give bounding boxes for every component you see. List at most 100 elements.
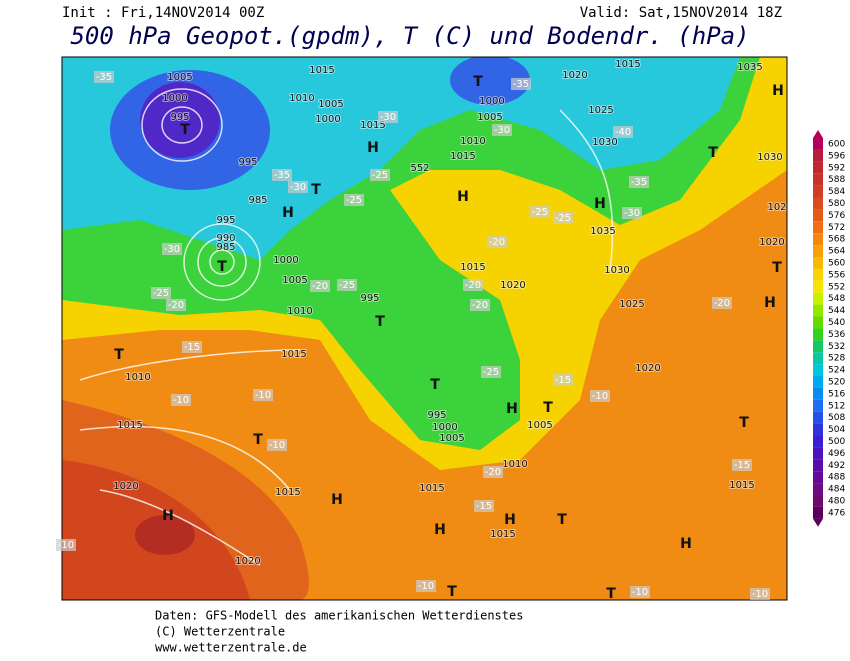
isobar-label: 1015 — [275, 487, 300, 498]
colorbar-swatch — [813, 245, 823, 257]
init-time: Init : Fri,14NOV2014 00Z — [62, 5, 264, 21]
colorbar-label: 480 — [828, 496, 845, 506]
colorbar-swatch — [813, 292, 823, 305]
temperature-label: -20 — [472, 300, 488, 311]
isobar-label: 1030 — [592, 137, 617, 148]
temperature-label: -10 — [632, 587, 648, 598]
isobar-label: 1020 — [759, 237, 784, 248]
isobar-label: 1000 — [273, 255, 298, 266]
colorbar-swatch — [813, 340, 823, 353]
isobar-label: 1000 — [432, 422, 457, 433]
pressure-center: T — [114, 347, 124, 363]
colorbar-label: 564 — [828, 247, 845, 257]
temperature-label: -30 — [624, 208, 640, 219]
temp-label-box — [370, 169, 390, 181]
colorbar-swatch — [813, 197, 823, 210]
isobar-label: 1015 — [460, 262, 485, 273]
colorbar-swatch — [813, 447, 823, 460]
temp-label-box — [162, 243, 182, 255]
isobar-label: 1010 — [125, 372, 150, 383]
temperature-label: -20 — [465, 280, 481, 291]
isobar-label: 1020 — [235, 556, 260, 567]
temperature-label: -20 — [168, 300, 184, 311]
temperature-label: -25 — [372, 170, 388, 181]
pressure-center: H — [764, 295, 776, 311]
temp-label-box — [712, 297, 732, 309]
temp-label-box — [483, 466, 503, 478]
colorbar-label: 504 — [828, 425, 845, 435]
temperature-label: -35 — [513, 79, 529, 90]
pressure-center: T — [217, 259, 227, 275]
isobar-label: 1015 — [729, 480, 754, 491]
isobar-label: 1015 — [117, 420, 142, 431]
temp-label-box — [253, 389, 273, 401]
colorbar-label: 560 — [828, 258, 845, 268]
temperature-label: -25 — [555, 213, 571, 224]
isobar-label: 1005 — [318, 99, 343, 110]
temp-label-box — [590, 390, 610, 402]
pressure-center: H — [506, 401, 518, 417]
colorbar-swatch — [813, 495, 823, 507]
temperature-label: -25 — [346, 195, 362, 206]
colorbar-swatch — [813, 268, 823, 281]
map-field — [62, 57, 787, 600]
temp-label-box — [378, 111, 398, 123]
isobar-label: 1010 — [289, 93, 314, 104]
temperature-label: -10 — [255, 390, 271, 401]
isobar-label: 985 — [216, 242, 235, 253]
isobar-label: 1015 — [309, 65, 334, 76]
isobar-label: 995 — [360, 293, 379, 304]
colorbar-swatch — [813, 316, 823, 329]
isobar-label: 1020 — [500, 280, 525, 291]
colorbar-label: 584 — [828, 187, 845, 197]
pressure-center: H — [504, 512, 516, 528]
temperature-label: -20 — [714, 298, 730, 309]
temperature-label: -40 — [615, 127, 631, 138]
isobar-label: 1020 — [635, 363, 660, 374]
temp-label-box — [629, 176, 649, 188]
pressure-center: T — [375, 314, 385, 330]
colorbar-label: 476 — [828, 508, 845, 518]
isobar-label: 1005 — [477, 112, 502, 123]
isobar-label: 985 — [248, 195, 267, 206]
temp-label-box — [171, 394, 191, 406]
pressure-center: T — [253, 432, 263, 448]
colorbar-swatch — [813, 387, 823, 400]
isobar-label: 1030 — [757, 152, 782, 163]
temp-label-box — [470, 299, 490, 311]
colorbar-label: 568 — [828, 235, 845, 245]
temp-label-box — [463, 279, 483, 291]
footer-line: (C) Wetterzentrale — [155, 625, 285, 639]
temperature-label: -20 — [485, 467, 501, 478]
colorbar-label: 488 — [828, 473, 845, 483]
colorbar-label: 532 — [828, 342, 845, 352]
temperature-label: -10 — [173, 395, 189, 406]
temp-label-box — [622, 207, 642, 219]
temp-label-box — [166, 299, 186, 311]
colorbar-swatch — [813, 352, 823, 365]
isobar-label: 1015 — [419, 483, 444, 494]
colorbar-label: 552 — [828, 282, 845, 292]
pressure-center: T — [557, 512, 567, 528]
pressure-center: H — [162, 508, 174, 524]
temperature-label: -30 — [380, 112, 396, 123]
colorbar-swatch — [813, 376, 823, 388]
pressure-center: H — [282, 205, 294, 221]
pressure-center: T — [447, 584, 457, 600]
isobar-label: 995 — [238, 157, 257, 168]
temperature-label: -25 — [153, 288, 169, 299]
colorbar-swatch — [813, 149, 823, 162]
colorbar-swatch — [813, 173, 823, 186]
isobar-label: 1030 — [604, 265, 629, 276]
colorbar-swatch — [813, 280, 823, 293]
colorbar-swatch — [813, 221, 823, 234]
pressure-center: H — [367, 140, 379, 156]
colorbar-cap — [813, 518, 823, 527]
temperature-label: -25 — [532, 207, 548, 218]
colorbar-label: 576 — [828, 211, 845, 221]
colorbar-label: 580 — [828, 199, 845, 209]
temp-label-box — [553, 374, 573, 386]
isobar-label: 1005 — [282, 275, 307, 286]
isobar-label: 995 — [427, 410, 446, 421]
temp-label-box — [732, 459, 752, 471]
